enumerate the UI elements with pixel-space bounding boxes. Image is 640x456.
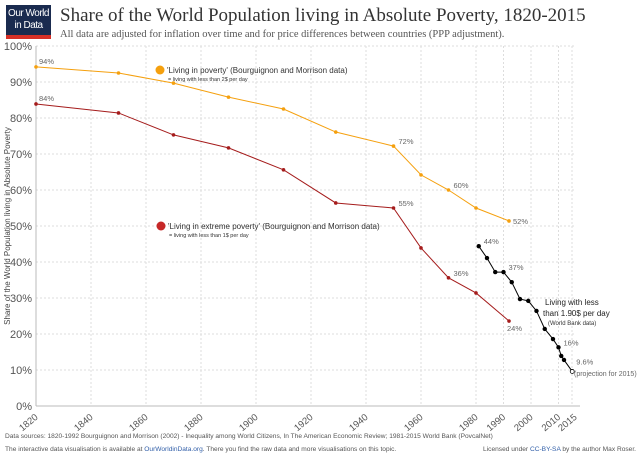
- data-label: 60%: [454, 181, 469, 190]
- x-tick-label: 1820: [17, 412, 40, 434]
- x-tick-label: 1840: [72, 412, 95, 434]
- x-tick-label: 1900: [237, 412, 260, 434]
- data-label: 16%: [564, 338, 579, 347]
- data-point-worldbank: [569, 369, 575, 374]
- y-tick-label: 100%: [4, 41, 32, 53]
- chart-title: Share of the World Population living in …: [60, 5, 586, 26]
- data-label: 24%: [507, 324, 522, 333]
- data-point-poverty: [391, 144, 396, 148]
- legend-note-poverty: = living with less than 2$ per day: [168, 77, 248, 83]
- data-label: 72%: [399, 137, 414, 146]
- data-point-worldbank: [517, 296, 523, 302]
- x-tick-label: 1980: [457, 412, 480, 434]
- license-post: by the author Max Roser.: [560, 446, 636, 453]
- data-label: 84%: [39, 94, 54, 103]
- data-point-worldbank: [493, 269, 498, 275]
- y-tick-label: 80%: [10, 113, 32, 125]
- data-point-worldbank: [561, 357, 567, 363]
- logo-line1: Our World: [8, 8, 49, 19]
- x-tick-label: 1920: [292, 412, 315, 434]
- data-point-worldbank: [509, 279, 514, 285]
- x-tick-label: 1940: [347, 412, 370, 434]
- data-sources: Data sources: 1820-1992 Bourguignon and …: [5, 433, 493, 440]
- chart-subtitle: All data are adjusted for inflation over…: [60, 29, 505, 40]
- data-point-poverty: [333, 130, 338, 134]
- data-point-worldbank: [534, 308, 539, 314]
- interactive-pre: The interactive data visualisation is av…: [5, 446, 145, 453]
- data-label: 9.6%: [576, 357, 593, 366]
- data-point-worldbank: [556, 345, 561, 350]
- data-point-extreme-poverty: [474, 291, 478, 295]
- x-tick-label: 1860: [127, 412, 150, 434]
- data-point-extreme-poverty: [281, 168, 286, 172]
- data-point-poverty: [116, 71, 121, 75]
- series-line-poverty: [35, 66, 510, 222]
- data-point-poverty: [281, 107, 286, 111]
- legend-note-extreme-poverty: = living with less than 1$ per day: [169, 233, 249, 239]
- x-tick-label: 1880: [182, 412, 205, 434]
- x-tick-label: 2000: [512, 412, 535, 434]
- data-point-poverty: [419, 173, 423, 177]
- owid-logo: Our World in Data: [6, 5, 51, 39]
- data-point-extreme-poverty: [391, 206, 396, 210]
- data-label: 52%: [513, 217, 528, 226]
- projection-note: (projection for 2015): [574, 371, 637, 378]
- data-point-extreme-poverty: [116, 111, 121, 115]
- data-point-worldbank: [550, 336, 556, 342]
- y-tick-label: 70%: [10, 149, 32, 161]
- legend-dot-poverty: [155, 65, 165, 75]
- data-point-extreme-poverty: [419, 246, 423, 250]
- data-point-extreme-poverty: [171, 133, 176, 137]
- data-point-extreme-poverty: [333, 201, 338, 205]
- owid-link[interactable]: OurWorldinData.org: [144, 446, 203, 453]
- y-tick-label: 40%: [10, 257, 32, 269]
- y-tick-label: 0%: [16, 401, 32, 413]
- y-tick-label: 90%: [10, 77, 32, 89]
- legend-note-worldbank: (World Bank data): [548, 321, 596, 327]
- data-label: 37%: [509, 263, 524, 272]
- series-line-extreme-poverty: [35, 103, 510, 322]
- data-point-worldbank: [526, 298, 531, 304]
- data-point-extreme-poverty: [507, 319, 511, 323]
- y-tick-label: 30%: [10, 293, 32, 305]
- data-label: 44%: [484, 237, 499, 246]
- legend-dot-extreme-poverty: [156, 221, 166, 231]
- data-point-extreme-poverty: [446, 276, 451, 280]
- data-point-poverty: [34, 65, 38, 69]
- data-point-worldbank: [484, 255, 490, 261]
- data-label: 36%: [454, 269, 469, 278]
- y-tick-label: 60%: [10, 185, 32, 197]
- legend-label-worldbank-1: Living with less: [545, 298, 599, 307]
- interactive-note: The interactive data visualisation is av…: [5, 446, 396, 453]
- legend-label-extreme-poverty: 'Living in extreme poverty' (Bourguignon…: [168, 222, 380, 231]
- license-note: Licensed under CC-BY-SA by the author Ma…: [483, 446, 636, 453]
- x-tick-label: 1990: [485, 412, 508, 434]
- y-tick-label: 10%: [10, 365, 32, 377]
- data-label: 55%: [399, 199, 414, 208]
- data-point-worldbank: [501, 269, 506, 275]
- data-point-poverty: [171, 81, 176, 85]
- x-tick-label: 1960: [402, 412, 425, 434]
- data-point-extreme-poverty: [226, 146, 231, 150]
- legend-label-poverty: 'Living in poverty' (Bourguignon and Mor…: [167, 66, 348, 75]
- license-link[interactable]: CC-BY-SA: [529, 446, 561, 453]
- data-point-poverty: [507, 219, 511, 223]
- data-point-extreme-poverty: [34, 102, 38, 106]
- y-axis-label: Share of the World Population living in …: [3, 127, 12, 325]
- logo-line2: in Data: [14, 20, 43, 31]
- license-pre: Licensed under: [483, 446, 530, 453]
- legend-label-worldbank-2: than 1.90$ per day: [543, 309, 610, 318]
- y-tick-label: 50%: [10, 221, 32, 233]
- y-tick-label: 20%: [10, 329, 32, 341]
- data-point-worldbank: [476, 243, 481, 249]
- data-point-worldbank: [542, 326, 547, 332]
- interactive-post: . There you find the raw data and more v…: [202, 446, 397, 453]
- data-point-worldbank: [559, 353, 564, 359]
- data-point-poverty: [474, 206, 478, 210]
- x-tick-label: 2015: [556, 412, 579, 434]
- data-point-poverty: [226, 95, 231, 99]
- data-label: 94%: [39, 57, 54, 66]
- data-point-poverty: [446, 188, 451, 192]
